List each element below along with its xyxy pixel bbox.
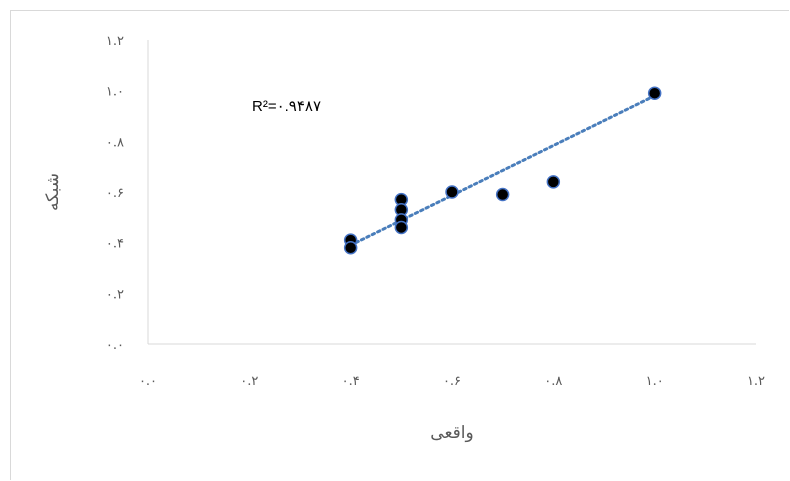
data-points [343,86,662,255]
y-tick-labels: ۰.۰ ۰.۲ ۰.۴ ۰.۶ ۰.۸ ۱.۰ ۱.۲ [106,34,124,353]
x-tick-label: ۰.۰ [139,374,157,389]
x-tick-label: ۰.۶ [443,374,461,389]
data-point [647,86,662,100]
x-tick-label: ۰.۲ [240,374,258,389]
y-tick-label: ۰.۶ [106,186,124,201]
x-tick-label: ۰.۴ [342,374,360,389]
y-tick-label: ۰.۸ [106,135,124,150]
y-tick-label: ۰.۲ [106,287,124,302]
x-tick-label: ۱.۰ [646,374,664,389]
data-point [343,240,358,255]
data-point [394,220,409,235]
x-tick-label: ۰.۸ [544,374,562,389]
axes [147,40,756,345]
x-tick-label: ۱.۲ [747,374,765,389]
y-axis-label: شبکه [43,173,63,211]
y-tick-label: ۰.۴ [106,237,124,252]
y-tick-label: ۱.۲ [106,34,124,49]
x-tick-labels: ۰.۰ ۰.۲ ۰.۴ ۰.۶ ۰.۸ ۱.۰ ۱.۲ [139,374,765,389]
y-tick-label: ۰.۰ [106,338,124,353]
data-point [495,187,510,202]
x-axis-label: واقعی [430,423,473,443]
data-point [445,185,459,199]
data-point [546,175,561,189]
y-tick-label: ۱.۰ [106,85,124,100]
r-squared-annotation: R²=۰.۹۴۸۷ [252,98,321,115]
